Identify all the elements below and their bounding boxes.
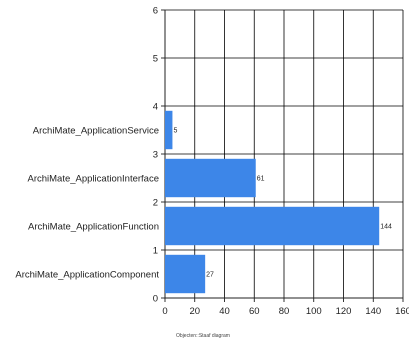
y-tick-label: 1	[153, 246, 158, 257]
category-label: ArchiMate_ApplicationFunction	[28, 222, 159, 233]
x-tick-label: 100	[306, 306, 322, 317]
chart-caption: Objecten::Staaf diagram	[176, 333, 230, 339]
y-tick-label: 6	[153, 6, 158, 17]
bars	[165, 110, 380, 294]
data-label: 5	[173, 128, 177, 135]
category-labels: ArchiMate_ApplicationComponent ArchiMate_…	[15, 126, 159, 281]
x-tick-label: 0	[162, 306, 167, 317]
bar	[165, 158, 256, 198]
x-tick-labels: 0 20 40 60 80 100 120 140 160	[162, 306, 409, 317]
x-tick-label: 120	[336, 306, 352, 317]
y-tick-labels: 0 1 2 3 4 5 6	[153, 6, 158, 305]
category-label: ArchiMate_ApplicationInterface	[28, 174, 160, 185]
data-labels: 27 144 61 5	[173, 128, 392, 279]
category-label: ArchiMate_ApplicationComponent	[15, 270, 159, 281]
y-tick-label: 4	[153, 102, 158, 113]
x-tick-label: 140	[365, 306, 381, 317]
y-tick-label: 0	[153, 294, 158, 305]
x-tick-label: 40	[219, 306, 230, 317]
x-tick-label: 160	[395, 306, 409, 317]
bar	[165, 254, 206, 294]
x-tick-label: 80	[279, 306, 290, 317]
y-tick-label: 2	[153, 198, 158, 209]
bar	[165, 206, 380, 246]
data-label: 144	[380, 224, 392, 231]
bar	[165, 110, 173, 150]
y-tick-label: 5	[153, 54, 158, 65]
grid-lines	[161, 9, 404, 302]
x-tick-label: 60	[249, 306, 260, 317]
data-label: 61	[257, 176, 265, 183]
category-label: ArchiMate_ApplicationService	[33, 126, 159, 137]
data-label: 27	[206, 272, 214, 279]
y-tick-label: 3	[153, 150, 158, 161]
x-tick-label: 20	[189, 306, 200, 317]
